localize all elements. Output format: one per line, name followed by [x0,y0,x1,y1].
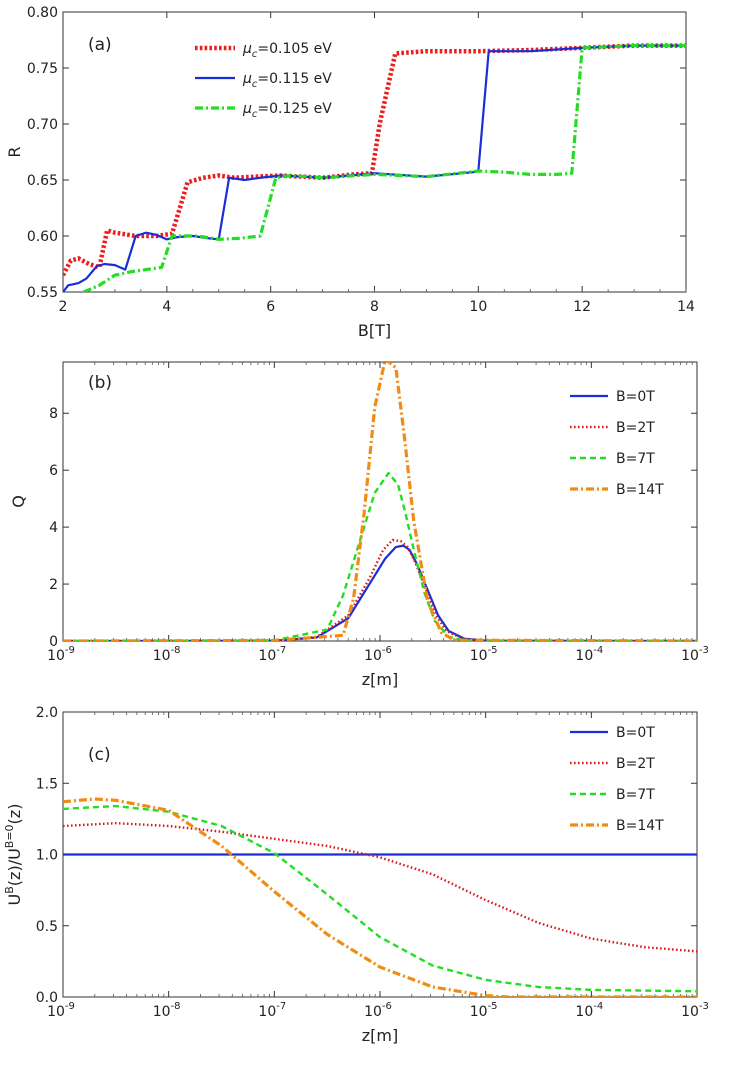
y-tick-label: 0.65 [27,173,58,189]
y-tick-label: 6 [49,463,58,479]
y-tick-label: 4 [49,520,58,536]
legend: B=0T B=2T B=7T B=14T [570,389,664,498]
plot-frame [62,361,698,642]
panel-label: (c) [88,745,111,765]
x-tick-label: 10-3 [681,645,709,664]
x-tick-label: 10-4 [575,1001,603,1020]
panel-label: (b) [88,373,112,393]
y-tick-label: 8 [49,406,58,422]
y-tick-label: 0.80 [27,5,58,21]
x-axis-label: B[T] [358,321,391,340]
y-axis-label: R [5,146,24,157]
x-tick-label: 10-9 [47,645,75,664]
series-line-3 [83,43,686,292]
x-tick-label: 10-9 [47,1001,75,1020]
legend-label: B=7T [616,451,655,467]
series-line-3 [63,471,697,641]
x-tick-label: 10-6 [364,645,392,664]
x-tick-label: 6 [266,299,275,315]
legend-label: B=14T [616,482,664,498]
series-line-1 [63,544,697,641]
x-tick-label: 10-8 [153,1001,181,1020]
y-axis-label: Q [9,495,28,508]
chart-panel-1: 2 4 6 8 10 12 14 0.55 0.60 0.65 0.70 0.75 0.80 B[T] R (… [5,5,695,340]
y-tick-label: 2.0 [36,705,58,721]
chart-panel-2: 10-9 10-8 10-7 10-6 10-5 10-4 10-3 0 2 4 6 8 z[m] Q (b… [9,361,709,689]
x-tick-label: 2 [59,299,68,315]
x-tick-label: 10-6 [364,1001,392,1020]
legend-label: B=14T [616,818,664,834]
series-line-2 [63,44,686,292]
series-group [63,43,686,292]
x-axis-label: z[m] [362,670,398,689]
x-tick-label: 8 [370,299,379,315]
series-group [63,797,697,997]
x-tick-label: 10-7 [258,645,286,664]
legend: μc=0.105 eV μc=0.115 eV μc=0.125 eV [195,41,332,120]
series-group [63,362,697,641]
legend-label: μc=0.105 eV [242,41,332,60]
legend-label: B=0T [616,725,655,741]
y-tick-label: 1.5 [36,776,58,792]
legend-label: B=7T [616,787,655,803]
legend-label: B=0T [616,389,655,405]
y-tick-label: 2 [49,577,58,593]
y-axis-label: UB(z)/UB=0(z) [3,804,24,906]
y-tick-label: 0.60 [27,229,58,245]
y-tick-label: 0.70 [27,117,58,133]
series-line-4 [63,797,697,997]
x-tick-label: 10-4 [575,645,603,664]
y-tick-label: 0.0 [36,990,58,1006]
series-line-4 [63,362,697,641]
plot-frame [62,11,687,293]
legend-label: B=2T [616,756,655,772]
x-axis-label: z[m] [362,1026,398,1045]
x-tick-label: 10-3 [681,1001,709,1020]
x-tick-label: 14 [677,299,695,315]
legend: B=0T B=2T B=7T B=14T [570,725,664,834]
legend-label: B=2T [616,420,655,436]
y-tick-label: 0.55 [27,285,58,301]
series-line-1 [63,43,686,277]
series-line-2 [63,538,697,641]
x-tick-label: 4 [162,299,171,315]
panel-label: (a) [88,35,112,55]
y-tick-label: 1.0 [36,848,58,864]
y-tick-label: 0.5 [36,919,58,935]
series-line-3 [63,804,697,993]
legend-label: μc=0.125 eV [242,101,332,120]
x-tick-label: 10-5 [470,1001,498,1020]
legend-label: μc=0.115 eV [242,71,332,90]
y-tick-label: 0.75 [27,61,58,77]
series-line-2 [63,821,697,953]
x-tick-label: 10-5 [470,645,498,664]
x-tick-label: 10-8 [153,645,181,664]
y-tick-label: 0 [49,634,58,650]
x-tick-label: 10-7 [258,1001,286,1020]
x-tick-label: 12 [573,299,591,315]
chart-panel-3: 10-9 10-8 10-7 10-6 10-5 10-4 10-3 0.0 0.5 1.0 1.5… [3,705,709,1045]
x-tick-label: 10 [469,299,487,315]
